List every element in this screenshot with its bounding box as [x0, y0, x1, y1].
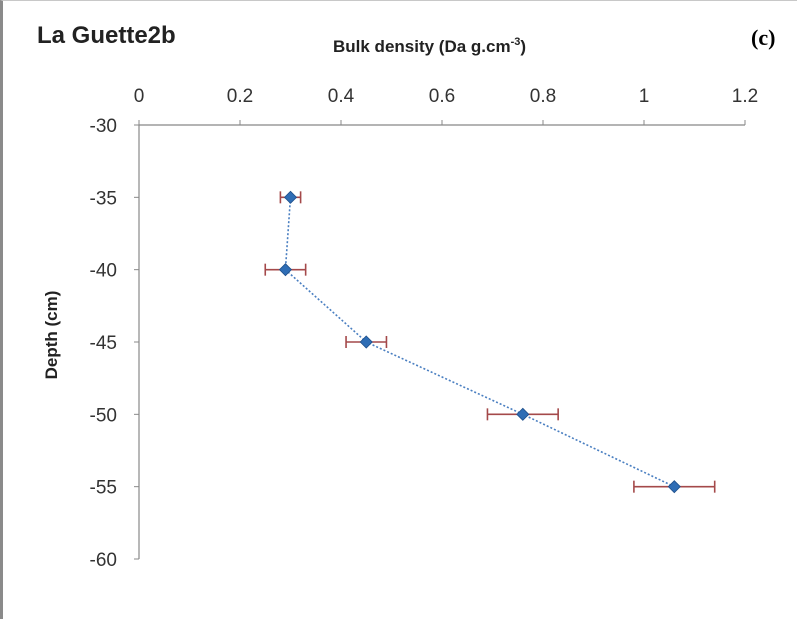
- panel-label: (c): [751, 25, 775, 50]
- diamond-marker: [359, 335, 373, 349]
- x-tick-label: 0.2: [227, 86, 253, 107]
- y-axis-title: Depth (cm): [42, 291, 61, 380]
- y-tick-label: -50: [90, 405, 117, 426]
- series-line: [284, 197, 675, 488]
- x-axis-title-close: ): [520, 37, 526, 56]
- data-point: [633, 480, 716, 494]
- series-layer: [264, 190, 716, 494]
- x-axis-title-text: Bulk density (Da g.cm: [333, 37, 511, 56]
- axes-layer: [138, 124, 745, 559]
- chart-svg: La Guette2b (c) Bulk density (Da g.cm-3)…: [37, 22, 775, 571]
- x-tick-label: 0: [134, 86, 145, 107]
- data-point: [264, 263, 307, 277]
- y-tick-label: -60: [90, 550, 117, 571]
- x-axis-title: Bulk density (Da g.cm-3): [333, 36, 526, 56]
- y-tick-label: -45: [90, 333, 117, 354]
- x-tick-label: 1.2: [732, 86, 758, 107]
- x-tick-label: 0.8: [530, 86, 556, 107]
- y-tick-label: -30: [90, 116, 117, 137]
- chart-title: La Guette2b: [37, 22, 176, 49]
- diamond-marker: [278, 263, 293, 277]
- y-tick-label: -55: [90, 478, 117, 499]
- diamond-marker: [667, 480, 681, 494]
- x-tick-label: 0.4: [328, 86, 355, 107]
- x-axis-title-superscript: -3: [511, 36, 521, 48]
- diamond-marker: [283, 190, 298, 204]
- x-tick-label: 0.6: [429, 86, 455, 107]
- y-tick-label: -35: [90, 188, 117, 209]
- ticks-layer: 0 0.2 0.4 0.6 0.8 1 1.2 -30 -35 -40 -45 -50 -55 -60: [90, 86, 759, 571]
- data-point: [279, 190, 302, 204]
- diamond-marker: [516, 407, 530, 421]
- data-point: [345, 335, 388, 349]
- data-point: [486, 407, 559, 421]
- x-tick-label: 1: [639, 86, 650, 107]
- y-tick-label: -40: [90, 261, 117, 282]
